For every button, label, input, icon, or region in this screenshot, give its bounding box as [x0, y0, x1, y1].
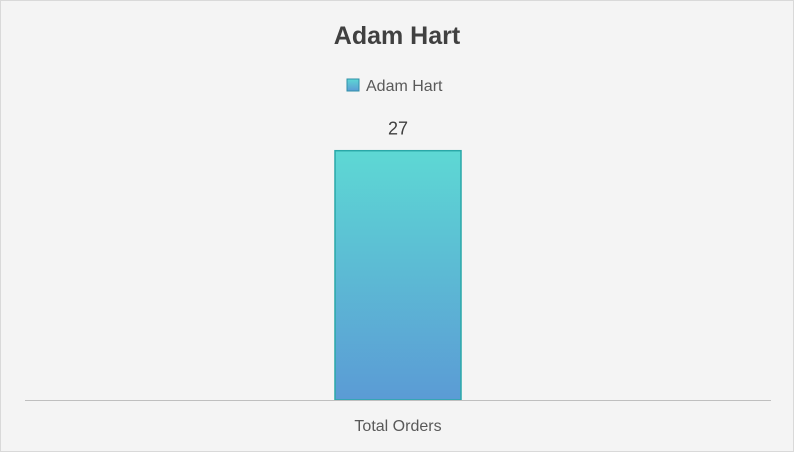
legend-label: Adam Hart — [366, 78, 443, 95]
chart-title: Adam Hart — [334, 22, 461, 50]
plot-area: 27 Total Orders — [25, 119, 771, 435]
x-tick-label: Total Orders — [354, 418, 441, 435]
legend: Adam Hart — [346, 78, 443, 95]
legend-swatch — [346, 78, 360, 92]
data-label: 27 — [388, 119, 408, 139]
bar — [334, 149, 462, 401]
